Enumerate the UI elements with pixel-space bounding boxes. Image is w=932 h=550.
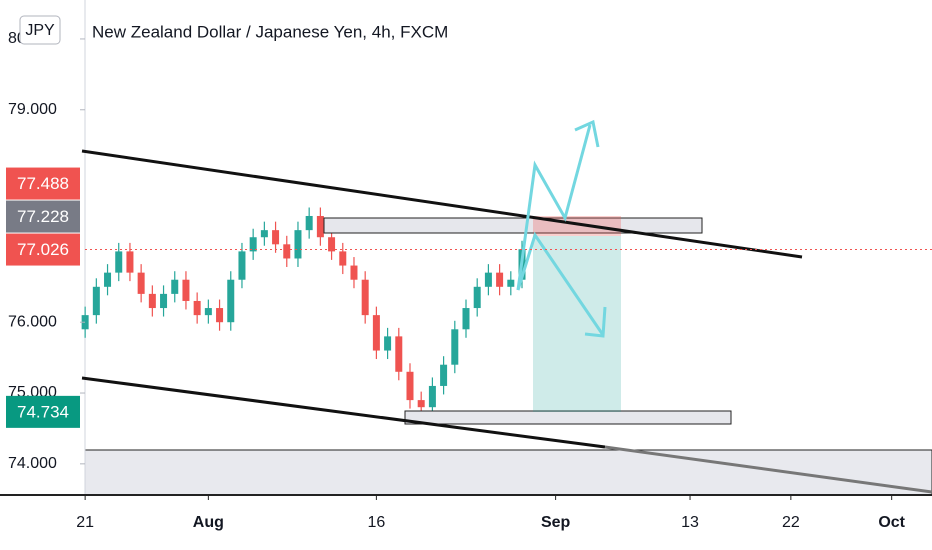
candle-body xyxy=(238,251,246,280)
candle-body xyxy=(182,279,190,301)
candle-body xyxy=(193,300,201,316)
x-tick-label: 21 xyxy=(76,514,94,531)
bull-arrow-head xyxy=(574,119,600,148)
candle-body xyxy=(339,251,347,266)
upper-trendline xyxy=(81,149,803,259)
target-zone xyxy=(533,236,621,412)
candle-body xyxy=(148,293,156,309)
price-badge-label: 77.488 xyxy=(17,174,69,193)
candle-body xyxy=(484,272,492,287)
price-badge xyxy=(6,167,80,200)
candle-body xyxy=(305,215,313,231)
candle-body xyxy=(451,329,459,365)
candle-body xyxy=(137,272,145,294)
y-tick-label: 74.000 xyxy=(8,455,57,472)
x-tick-label: Sep xyxy=(541,514,571,531)
resistance-zone xyxy=(323,217,703,234)
candle-body xyxy=(294,230,302,259)
price-badge-label: 74.734 xyxy=(17,402,69,421)
candle-body xyxy=(350,265,358,280)
candle-body xyxy=(417,400,425,408)
candle-body xyxy=(384,336,392,351)
lower-trendline xyxy=(81,376,606,449)
lower-trendline-ext xyxy=(604,445,932,494)
candle-body xyxy=(216,308,224,323)
candle-body xyxy=(462,308,470,330)
price-badge-label: 77.228 xyxy=(17,207,69,226)
candle-body xyxy=(171,279,179,294)
bear-arrow-head xyxy=(584,306,607,338)
candle-body xyxy=(473,286,481,309)
candle-body xyxy=(361,279,369,316)
demand-zone xyxy=(404,410,732,425)
price-badge xyxy=(6,200,80,233)
candle-body xyxy=(428,385,436,408)
candle-body xyxy=(406,371,414,401)
candle-body xyxy=(126,251,134,273)
candle-body xyxy=(272,230,280,245)
price-badge-label: 77.026 xyxy=(17,240,69,259)
candle-body xyxy=(260,230,268,238)
bull-arrow xyxy=(516,124,592,291)
candle-body xyxy=(283,244,291,259)
bear-arrow xyxy=(516,231,605,336)
candle-body xyxy=(104,272,112,287)
candle-body xyxy=(328,237,336,252)
candles xyxy=(81,207,526,416)
x-tick-label: 13 xyxy=(681,514,699,531)
price-badge xyxy=(6,395,80,428)
candle-body xyxy=(115,251,123,273)
x-tick-label: Oct xyxy=(878,514,905,531)
y-tick-label: 79.000 xyxy=(8,101,57,118)
candle-body xyxy=(507,279,515,287)
candle-body xyxy=(81,315,89,330)
candle-body xyxy=(92,286,100,316)
candle-body xyxy=(204,308,212,316)
chart-title: New Zealand Dollar / Japanese Yen, 4h, F… xyxy=(92,22,448,41)
currency-badge xyxy=(19,15,61,45)
support-zone xyxy=(84,449,932,496)
x-tick-label: 22 xyxy=(782,514,800,531)
y-tick-label: 76.000 xyxy=(8,313,57,330)
x-tick-label: 16 xyxy=(367,514,385,531)
candle-body xyxy=(395,336,403,372)
candle-body xyxy=(160,293,168,309)
candle-body xyxy=(440,364,448,386)
x-tick-label: Aug xyxy=(193,514,224,531)
candle-body xyxy=(227,279,235,323)
currency: JPY xyxy=(25,22,55,39)
candle-body xyxy=(249,237,257,252)
price-badge xyxy=(6,233,80,266)
candle-body xyxy=(372,315,380,351)
candle-body xyxy=(496,272,504,287)
candle-body xyxy=(316,215,324,238)
